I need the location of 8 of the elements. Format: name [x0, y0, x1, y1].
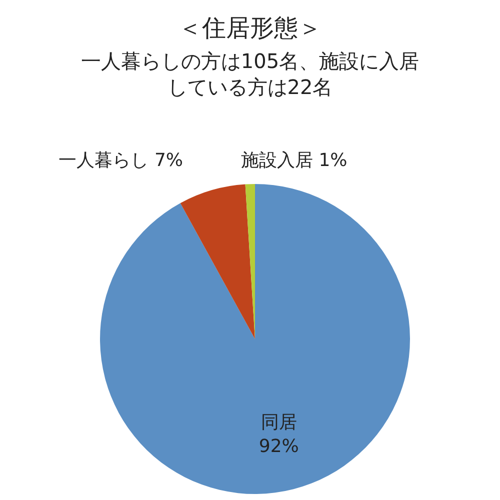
slice-label: 同居	[260, 412, 297, 434]
slice-label: 一人暮らし 7%	[58, 150, 183, 171]
data-label: 92%	[258, 436, 299, 458]
chart-subtitle: 一人暮らしの方は105名、施設に入居している方は22名	[80, 48, 420, 101]
slice-label: 施設入居 1%	[241, 150, 348, 171]
pie-slice	[180, 184, 255, 339]
chart-title: ＜住居形態＞	[177, 13, 323, 44]
pie-slice	[100, 184, 410, 494]
